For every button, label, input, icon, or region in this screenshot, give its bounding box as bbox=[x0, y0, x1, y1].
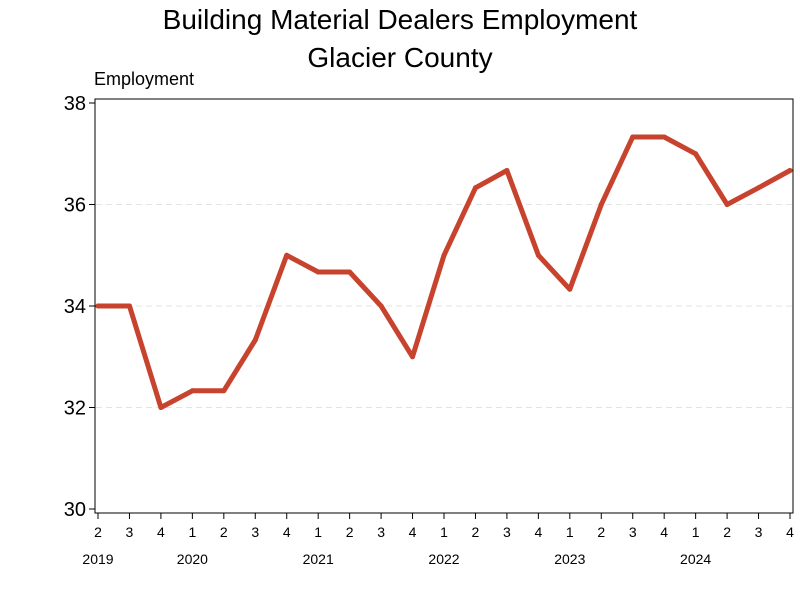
x-tick-label: 2 bbox=[346, 524, 354, 540]
x-tick-label: 4 bbox=[786, 524, 794, 540]
chart-title-line2: Glacier County bbox=[307, 42, 492, 73]
x-tick-label: 4 bbox=[534, 524, 542, 540]
year-label: 2022 bbox=[428, 551, 459, 567]
y-tick-label: 32 bbox=[64, 398, 86, 420]
y-tick-label: 34 bbox=[64, 296, 86, 318]
data-point bbox=[158, 405, 164, 410]
y-tick-label: 36 bbox=[64, 195, 86, 217]
data-point bbox=[189, 388, 195, 394]
x-tick-label: 2 bbox=[94, 524, 102, 540]
y-axis-label: Employment bbox=[94, 69, 194, 89]
series-group bbox=[95, 134, 793, 410]
x-axis: 2 3 4 1 2 3 4 1 2 3 4 1 2 3 4 1 2 3 4 1 2 3 4 2019 2020 2021 2022 2… bbox=[82, 513, 794, 567]
x-tick-label: 4 bbox=[660, 524, 668, 540]
chart-title-line1: Building Material Dealers Employment bbox=[163, 4, 638, 35]
x-tick-label: 3 bbox=[629, 524, 637, 540]
data-point bbox=[756, 185, 762, 191]
x-tick-label: 1 bbox=[566, 524, 574, 540]
y-axis: 30 32 34 36 38 bbox=[64, 93, 95, 521]
data-point bbox=[347, 269, 353, 275]
x-tick-label: 2 bbox=[220, 524, 228, 540]
x-tick-label: 3 bbox=[126, 524, 134, 540]
data-point bbox=[410, 354, 416, 360]
x-tick-label: 3 bbox=[503, 524, 511, 540]
y-tick-label: 30 bbox=[64, 499, 86, 521]
year-label: 2021 bbox=[303, 551, 334, 567]
year-label: 2019 bbox=[82, 551, 113, 567]
x-tick-label: 2 bbox=[472, 524, 480, 540]
series-line bbox=[95, 134, 793, 410]
year-label: 2020 bbox=[177, 551, 208, 567]
year-label: 2024 bbox=[680, 551, 711, 567]
x-tick-label: 4 bbox=[157, 524, 165, 540]
data-point bbox=[630, 134, 636, 140]
data-point bbox=[315, 269, 321, 275]
year-label: 2023 bbox=[554, 551, 585, 567]
x-tick-label: 4 bbox=[409, 524, 417, 540]
data-point bbox=[567, 286, 573, 292]
data-point bbox=[221, 388, 227, 394]
data-point bbox=[504, 167, 510, 173]
data-point bbox=[787, 167, 793, 173]
data-point bbox=[441, 252, 447, 258]
x-tick-label: 1 bbox=[188, 524, 196, 540]
x-tick-label: 4 bbox=[283, 524, 291, 540]
x-tick-label: 2 bbox=[597, 524, 605, 540]
data-point bbox=[724, 202, 730, 207]
data-point bbox=[472, 185, 478, 191]
x-tick-label: 3 bbox=[755, 524, 763, 540]
data-point bbox=[284, 252, 290, 258]
data-point bbox=[95, 303, 101, 309]
data-point bbox=[126, 303, 132, 309]
x-tick-label: 3 bbox=[251, 524, 259, 540]
gridlines bbox=[96, 204, 792, 408]
x-tick-label: 1 bbox=[440, 524, 448, 540]
y-tick-label: 38 bbox=[64, 93, 86, 115]
data-point bbox=[693, 151, 699, 157]
data-point bbox=[535, 252, 541, 258]
x-tick-label: 1 bbox=[314, 524, 322, 540]
x-tick-label: 2 bbox=[723, 524, 731, 540]
x-tick-label: 3 bbox=[377, 524, 385, 540]
x-tick-label: 1 bbox=[692, 524, 700, 540]
data-point bbox=[252, 337, 258, 343]
data-point bbox=[598, 202, 604, 207]
data-point bbox=[378, 303, 384, 309]
data-point bbox=[661, 134, 667, 140]
